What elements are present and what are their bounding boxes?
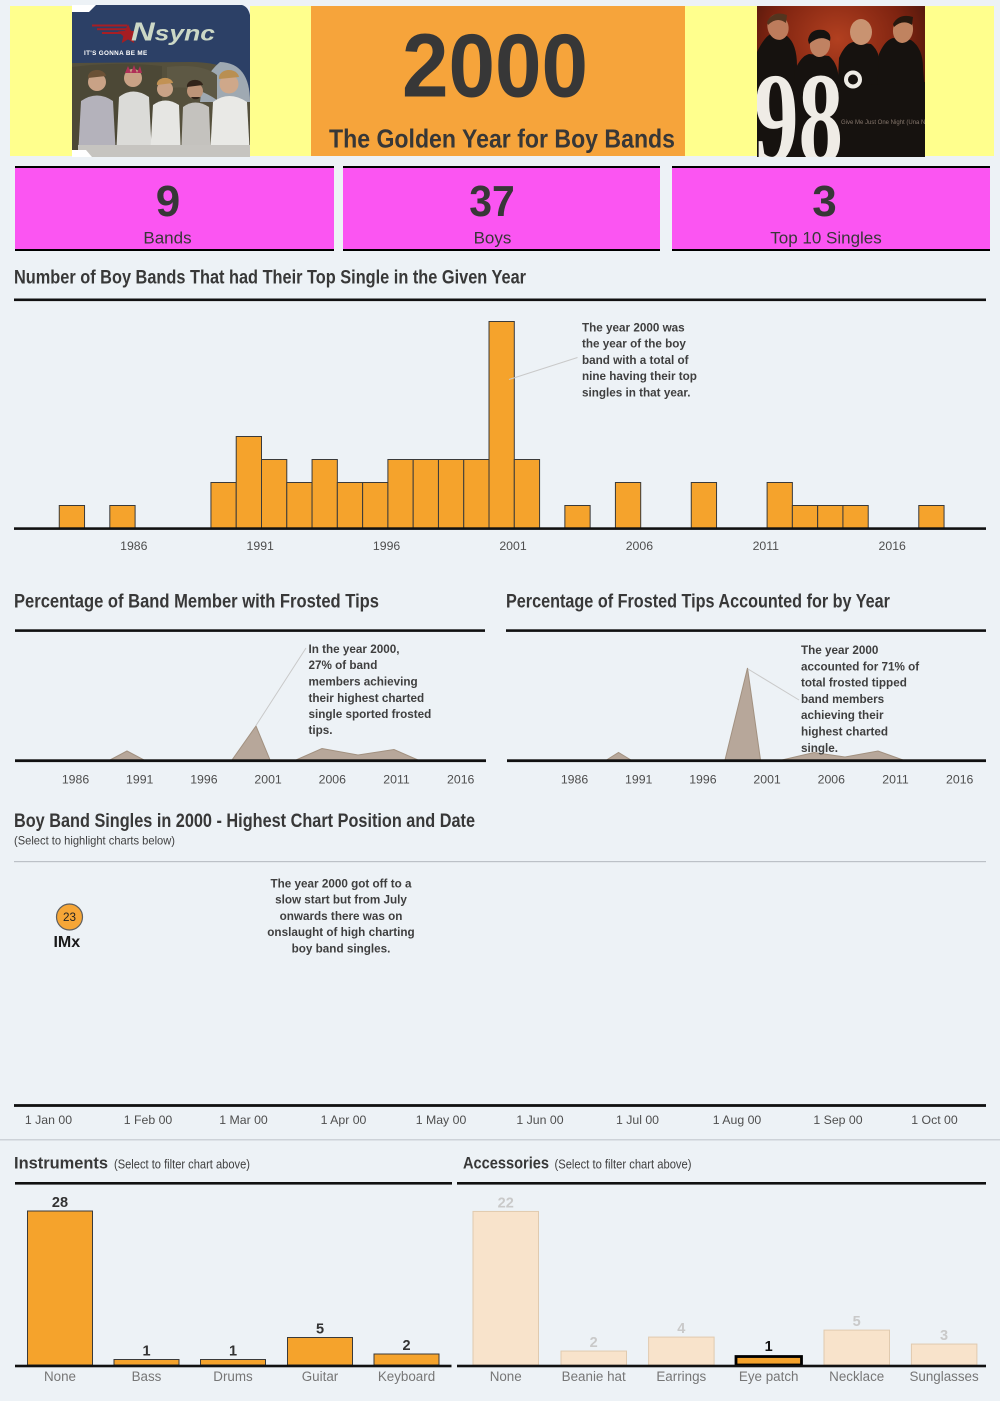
svg-text:2001: 2001 xyxy=(753,773,781,787)
svg-text:2011: 2011 xyxy=(882,773,909,787)
svg-text:singles in that year.: singles in that year. xyxy=(582,386,690,399)
svg-text:None: None xyxy=(44,1369,76,1384)
svg-text:single sported frosted: single sported frosted xyxy=(309,708,432,721)
svg-text:Percentage of Band Member with: Percentage of Band Member with Frosted T… xyxy=(14,591,379,613)
svg-text:The Golden Year for Boy Bands: The Golden Year for Boy Bands xyxy=(329,126,675,154)
svg-text:1986: 1986 xyxy=(120,539,148,553)
svg-text:onwards there was on: onwards there was on xyxy=(280,910,403,923)
svg-text:1 Apr 00: 1 Apr 00 xyxy=(321,1113,367,1127)
svg-text:1: 1 xyxy=(765,1339,773,1355)
svg-text:23: 23 xyxy=(63,911,76,924)
svg-text:(Select to filter chart above): (Select to filter chart above) xyxy=(555,1158,692,1172)
svg-text:2: 2 xyxy=(402,1338,410,1354)
svg-text:1 Mar 00: 1 Mar 00 xyxy=(219,1113,268,1127)
svg-text:1 Feb 00: 1 Feb 00 xyxy=(124,1113,173,1127)
svg-text:22: 22 xyxy=(498,1195,514,1211)
svg-text:1991: 1991 xyxy=(247,539,275,553)
svg-text:Bass: Bass xyxy=(132,1369,162,1384)
svg-text:2016: 2016 xyxy=(879,539,907,553)
svg-text:total frosted tipped: total frosted tipped xyxy=(801,677,907,690)
svg-text:(Select to filter chart above): (Select to filter chart above) xyxy=(114,1158,250,1172)
svg-text:Give Me Just One Night (Una No: Give Me Just One Night (Una Noch xyxy=(841,120,925,126)
svg-text:Guitar: Guitar xyxy=(302,1369,339,1384)
svg-text:Top 10 Singles: Top 10 Singles xyxy=(770,229,882,248)
svg-text:1996: 1996 xyxy=(190,773,218,787)
svg-text:2016: 2016 xyxy=(447,773,475,787)
svg-text:boy band singles.: boy band singles. xyxy=(292,942,391,955)
svg-text:None: None xyxy=(490,1369,522,1384)
svg-text:2011: 2011 xyxy=(753,539,780,553)
svg-text:5: 5 xyxy=(316,1322,324,1338)
svg-text:single.: single. xyxy=(801,742,838,755)
svg-text:2001: 2001 xyxy=(499,539,527,553)
svg-text:Boys: Boys xyxy=(474,229,512,248)
svg-text:Beanie hat: Beanie hat xyxy=(562,1369,626,1384)
svg-text:Bands: Bands xyxy=(143,229,191,248)
svg-text:2000: 2000 xyxy=(402,17,588,117)
svg-text:The year 2000: The year 2000 xyxy=(801,644,879,657)
svg-text:Drums: Drums xyxy=(213,1369,253,1384)
svg-text:1991: 1991 xyxy=(126,773,154,787)
svg-text:4: 4 xyxy=(677,1321,685,1337)
svg-text:1991: 1991 xyxy=(625,773,653,787)
svg-text:The year 2000 got off to a: The year 2000 got off to a xyxy=(271,877,412,890)
svg-text:Keyboard: Keyboard xyxy=(378,1369,435,1384)
svg-text:37: 37 xyxy=(469,177,515,226)
svg-text:1986: 1986 xyxy=(62,773,90,787)
svg-text:accounted for 71% of: accounted for 71% of xyxy=(801,660,919,673)
svg-text:IMx: IMx xyxy=(53,934,80,951)
svg-text:1996: 1996 xyxy=(689,773,717,787)
svg-text:members achieving: members achieving xyxy=(309,676,418,689)
svg-text:Boy Band Singles in 2000 - Hig: Boy Band Singles in 2000 - Highest Chart… xyxy=(14,810,475,832)
svg-text:1 Jun 00: 1 Jun 00 xyxy=(516,1113,563,1127)
svg-text:9: 9 xyxy=(156,177,180,226)
svg-text:band members: band members xyxy=(801,693,885,706)
svg-text:1996: 1996 xyxy=(373,539,401,553)
svg-text:their highest charted: their highest charted xyxy=(309,692,425,705)
svg-text:Necklace: Necklace xyxy=(829,1369,884,1384)
svg-text:Number of Boy Bands That had T: Number of Boy Bands That had Their Top S… xyxy=(14,267,526,289)
svg-text:Accessories: Accessories xyxy=(463,1154,549,1173)
svg-text:band with a total of: band with a total of xyxy=(582,354,689,367)
svg-text:The year 2000 was: The year 2000 was xyxy=(582,321,685,334)
svg-text:27% of band: 27% of band xyxy=(309,659,378,672)
svg-text:3: 3 xyxy=(812,177,836,226)
svg-text:highest charted: highest charted xyxy=(801,726,888,739)
svg-text:IT'S GONNA BE ME: IT'S GONNA BE ME xyxy=(84,50,148,57)
svg-text:2006: 2006 xyxy=(818,773,846,787)
svg-text:In the year 2000,: In the year 2000, xyxy=(309,643,400,656)
svg-text:5: 5 xyxy=(853,1314,861,1330)
svg-text:2006: 2006 xyxy=(626,539,654,553)
svg-text:the year of the boy: the year of the boy xyxy=(582,338,686,351)
svg-text:onslaught of high charting: onslaught of high charting xyxy=(267,926,414,939)
svg-text:1 Sep 00: 1 Sep 00 xyxy=(813,1113,862,1127)
svg-text:1 Jan 00: 1 Jan 00 xyxy=(25,1113,72,1127)
svg-text:2001: 2001 xyxy=(254,773,282,787)
svg-text:1: 1 xyxy=(142,1344,150,1360)
svg-text:tips.: tips. xyxy=(309,724,333,737)
svg-text:98: 98 xyxy=(757,47,843,157)
svg-text:1986: 1986 xyxy=(561,773,589,787)
svg-text:1 Jul 00: 1 Jul 00 xyxy=(616,1113,659,1127)
svg-text:2: 2 xyxy=(590,1335,598,1351)
svg-text:Instruments: Instruments xyxy=(14,1154,108,1173)
svg-text:Sunglasses: Sunglasses xyxy=(909,1369,979,1384)
svg-text:2016: 2016 xyxy=(946,773,974,787)
svg-text:slow start but from July: slow start but from July xyxy=(275,894,407,907)
svg-text:Eye patch: Eye patch xyxy=(739,1369,799,1384)
svg-text:achieving their: achieving their xyxy=(801,709,884,722)
svg-text:1 Oct 00: 1 Oct 00 xyxy=(911,1113,958,1127)
svg-text:2011: 2011 xyxy=(383,773,410,787)
svg-text:1: 1 xyxy=(229,1344,237,1360)
svg-text:Percentage of Frosted Tips Acc: Percentage of Frosted Tips Accounted for… xyxy=(506,591,890,613)
svg-text:nine having their top: nine having their top xyxy=(582,370,697,383)
svg-text:3: 3 xyxy=(940,1328,948,1344)
svg-text:1 Aug 00: 1 Aug 00 xyxy=(713,1113,762,1127)
svg-text:28: 28 xyxy=(52,1195,68,1211)
svg-text:(Select to highlight charts be: (Select to highlight charts below) xyxy=(14,834,175,848)
svg-text:2006: 2006 xyxy=(319,773,347,787)
svg-text:Earrings: Earrings xyxy=(656,1369,706,1384)
svg-text:1 May 00: 1 May 00 xyxy=(416,1113,467,1127)
